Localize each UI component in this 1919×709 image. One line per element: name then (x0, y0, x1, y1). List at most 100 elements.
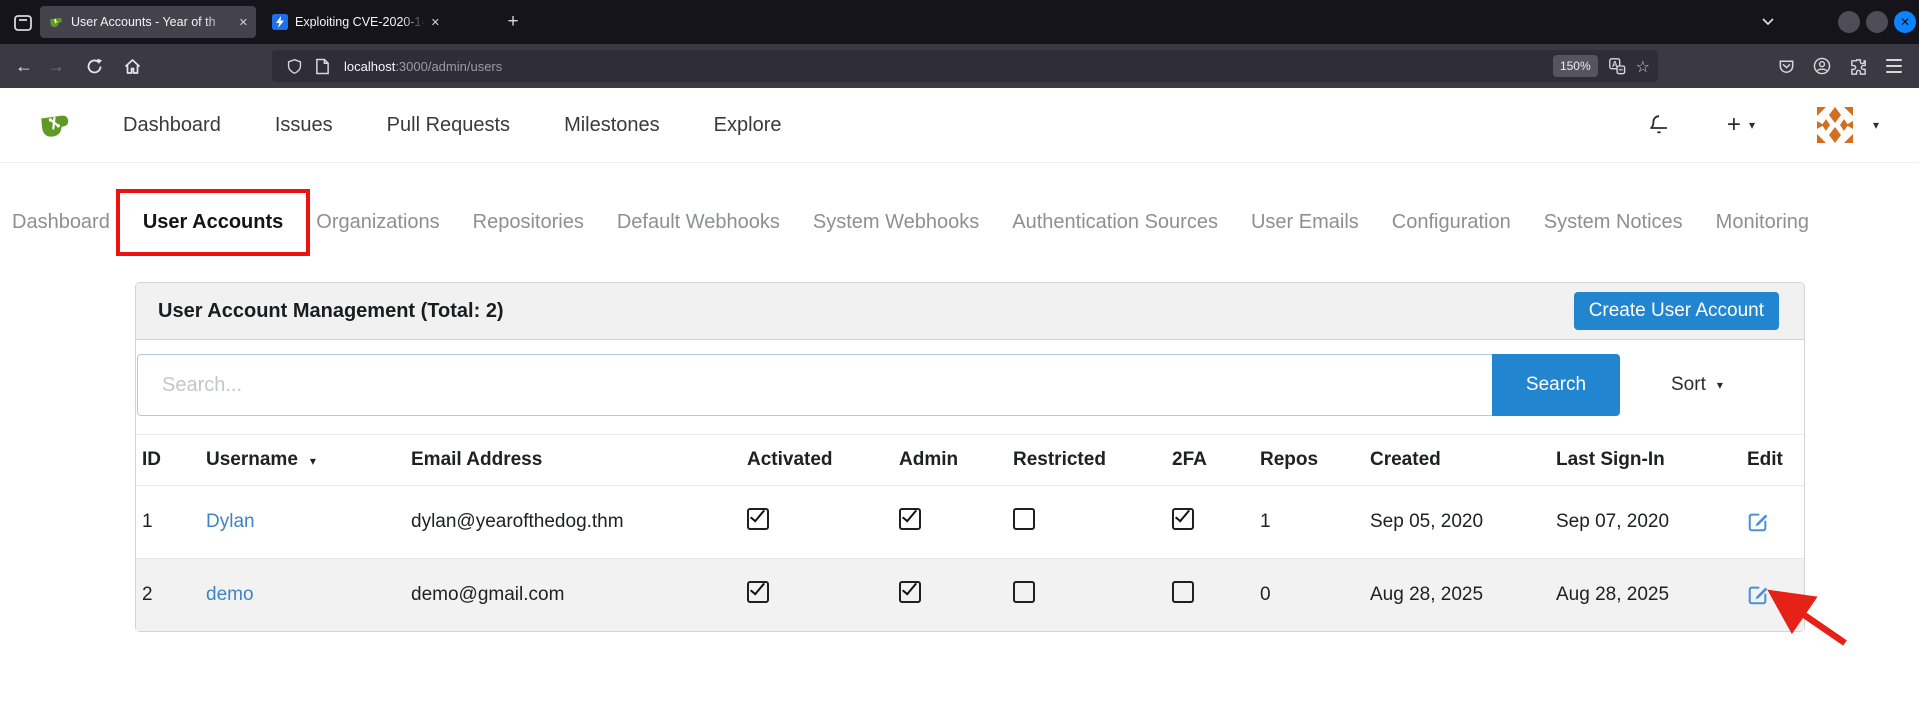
avatar (1814, 105, 1855, 145)
admin-tab-bar: Dashboard User Accounts Organizations Re… (0, 162, 1919, 282)
admin-tab-authentication-sources[interactable]: Authentication Sources (1012, 210, 1218, 233)
admin-checkbox (899, 508, 921, 530)
admin-tab-system-notices[interactable]: System Notices (1543, 210, 1683, 233)
cell-created: Aug 28, 2025 (1364, 558, 1550, 631)
home-icon[interactable] (118, 52, 146, 80)
chevron-down-icon: ▾ (1716, 378, 1723, 392)
cell-created: Sep 05, 2020 (1364, 485, 1550, 559)
restricted-checkbox (1013, 508, 1035, 530)
back-button[interactable]: ← (15, 55, 33, 76)
browser-tab-bar: User Accounts - Year of th ✕ Exploiting … (0, 0, 1919, 44)
edit-user-icon[interactable] (1747, 584, 1798, 606)
gitea-favicon (48, 14, 64, 30)
pocket-icon[interactable] (1772, 52, 1800, 80)
zoom-level-badge[interactable]: 150% (1552, 55, 1598, 77)
cell-id: 1 (136, 485, 200, 559)
user-account-management-panel: User Account Management (Total: 2) Creat… (135, 282, 1805, 632)
sort-dropdown[interactable]: Sort ▾ (1671, 374, 1723, 395)
admin-tab-configuration[interactable]: Configuration (1391, 210, 1511, 233)
chevron-down-icon: ▾ (1872, 118, 1879, 132)
reload-icon[interactable] (80, 52, 108, 80)
activated-checkbox (747, 508, 769, 530)
header-2fa: 2FA (1166, 434, 1254, 486)
create-user-account-button[interactable]: Create User Account (1573, 292, 1779, 330)
extensions-puzzle-icon[interactable] (1844, 52, 1872, 80)
2fa-checkbox (1172, 581, 1194, 603)
browser-tab-user-accounts[interactable]: User Accounts - Year of th ✕ (40, 6, 256, 38)
admin-tab-organizations[interactable]: Organizations (316, 210, 440, 233)
nav-item-milestones[interactable]: Milestones (564, 113, 660, 136)
window-minimize-button[interactable] (1838, 11, 1860, 33)
admin-tab-user-emails[interactable]: User Emails (1250, 210, 1359, 233)
restricted-checkbox (1013, 581, 1035, 603)
tab-close-icon[interactable]: ✕ (238, 16, 248, 29)
chevron-down-icon: ▾ (1748, 118, 1755, 132)
url-text[interactable]: localhost:3000/admin/users (344, 58, 503, 74)
tab-title: Exploiting CVE-2020-1414 (295, 15, 425, 29)
browser-toolbar: ← → localhost:3000/admin/users 150% A ☆ (0, 44, 1919, 88)
nav-item-issues[interactable]: Issues (274, 113, 333, 136)
account-icon[interactable] (1808, 52, 1836, 80)
browser-tab-cve-article[interactable]: Exploiting CVE-2020-1414 ✕ (264, 6, 448, 38)
cell-id: 2 (136, 558, 200, 631)
nav-item-dashboard[interactable]: Dashboard (123, 113, 221, 136)
admin-tab-system-webhooks[interactable]: System Webhooks (812, 210, 980, 233)
navbar-right: + ▾ ▾ (1647, 88, 1879, 162)
header-repos: Repos (1254, 434, 1364, 486)
admin-tab-dashboard[interactable]: Dashboard (12, 210, 110, 233)
bookmark-star-icon[interactable]: ☆ (1635, 56, 1650, 76)
cell-email: dylan@yearofthedog.thm (405, 485, 741, 559)
window-maximize-button[interactable] (1866, 11, 1888, 33)
admin-tab-monitoring[interactable]: Monitoring (1715, 210, 1810, 233)
tab-title: User Accounts - Year of th (71, 15, 216, 29)
table-row: 1 Dylan dylan@yearofthedog.thm 1 Sep 05,… (136, 485, 1804, 559)
translate-icon[interactable]: A (1608, 57, 1626, 75)
cell-repos: 1 (1254, 485, 1364, 559)
search-button[interactable]: Search (1492, 354, 1620, 416)
nav-item-pull-requests[interactable]: Pull Requests (386, 113, 511, 136)
header-restricted: Restricted (1007, 434, 1166, 486)
hamburger-menu-icon[interactable] (1880, 52, 1908, 80)
username-link[interactable]: demo (206, 584, 254, 605)
forward-button[interactable]: → (47, 55, 65, 76)
admin-tab-default-webhooks[interactable]: Default Webhooks (616, 210, 780, 233)
svg-text:A: A (1611, 60, 1617, 69)
tracking-shield-icon[interactable] (286, 58, 303, 75)
cell-last-sign-in: Sep 07, 2020 (1550, 485, 1741, 559)
window-close-button[interactable]: ✕ (1894, 11, 1916, 33)
search-row: Search Sort ▾ (136, 340, 1804, 434)
gitea-logo-icon[interactable] (37, 106, 75, 144)
create-new-dropdown[interactable]: + ▾ (1727, 111, 1755, 139)
header-last-sign-in: Last Sign-In (1550, 434, 1741, 486)
sort-caret-icon: ▾ (309, 454, 316, 468)
admin-tab-user-accounts[interactable]: User Accounts (115, 188, 311, 256)
activated-checkbox (747, 581, 769, 603)
header-activated: Activated (741, 434, 893, 486)
users-table: ID Username ▾ Email Address Activated Adm… (136, 434, 1804, 631)
gitea-navbar: Dashboard Issues Pull Requests Milestone… (0, 88, 1919, 163)
table-row: 2 demo demo@gmail.com 0 Aug 28, 2025 Aug… (136, 558, 1804, 631)
page-info-icon[interactable] (315, 58, 330, 75)
user-menu-dropdown[interactable]: ▾ (1814, 105, 1879, 145)
2fa-checkbox (1172, 508, 1194, 530)
nav-item-explore[interactable]: Explore (713, 113, 782, 136)
cell-repos: 0 (1254, 558, 1364, 631)
cell-last-sign-in: Aug 28, 2025 (1550, 558, 1741, 631)
url-bar[interactable]: localhost:3000/admin/users 150% A ☆ (272, 50, 1658, 82)
header-id: ID (136, 434, 200, 486)
tab-close-icon[interactable]: ✕ (430, 16, 440, 29)
notifications-bell-icon[interactable] (1647, 113, 1671, 137)
new-tab-button[interactable]: + (507, 11, 519, 32)
plus-icon: + (1726, 111, 1741, 138)
header-created: Created (1364, 434, 1550, 486)
list-all-tabs-chevron-icon[interactable] (1753, 8, 1783, 36)
header-username[interactable]: Username ▾ (200, 434, 405, 486)
edit-user-icon[interactable] (1747, 511, 1798, 533)
username-link[interactable]: Dylan (206, 511, 255, 532)
page-title: User Account Management (Total: 2) (158, 299, 504, 322)
header-email: Email Address (405, 434, 741, 486)
search-input[interactable] (137, 354, 1492, 416)
header-edit: Edit (1741, 434, 1804, 486)
admin-tab-repositories[interactable]: Repositories (472, 210, 584, 233)
